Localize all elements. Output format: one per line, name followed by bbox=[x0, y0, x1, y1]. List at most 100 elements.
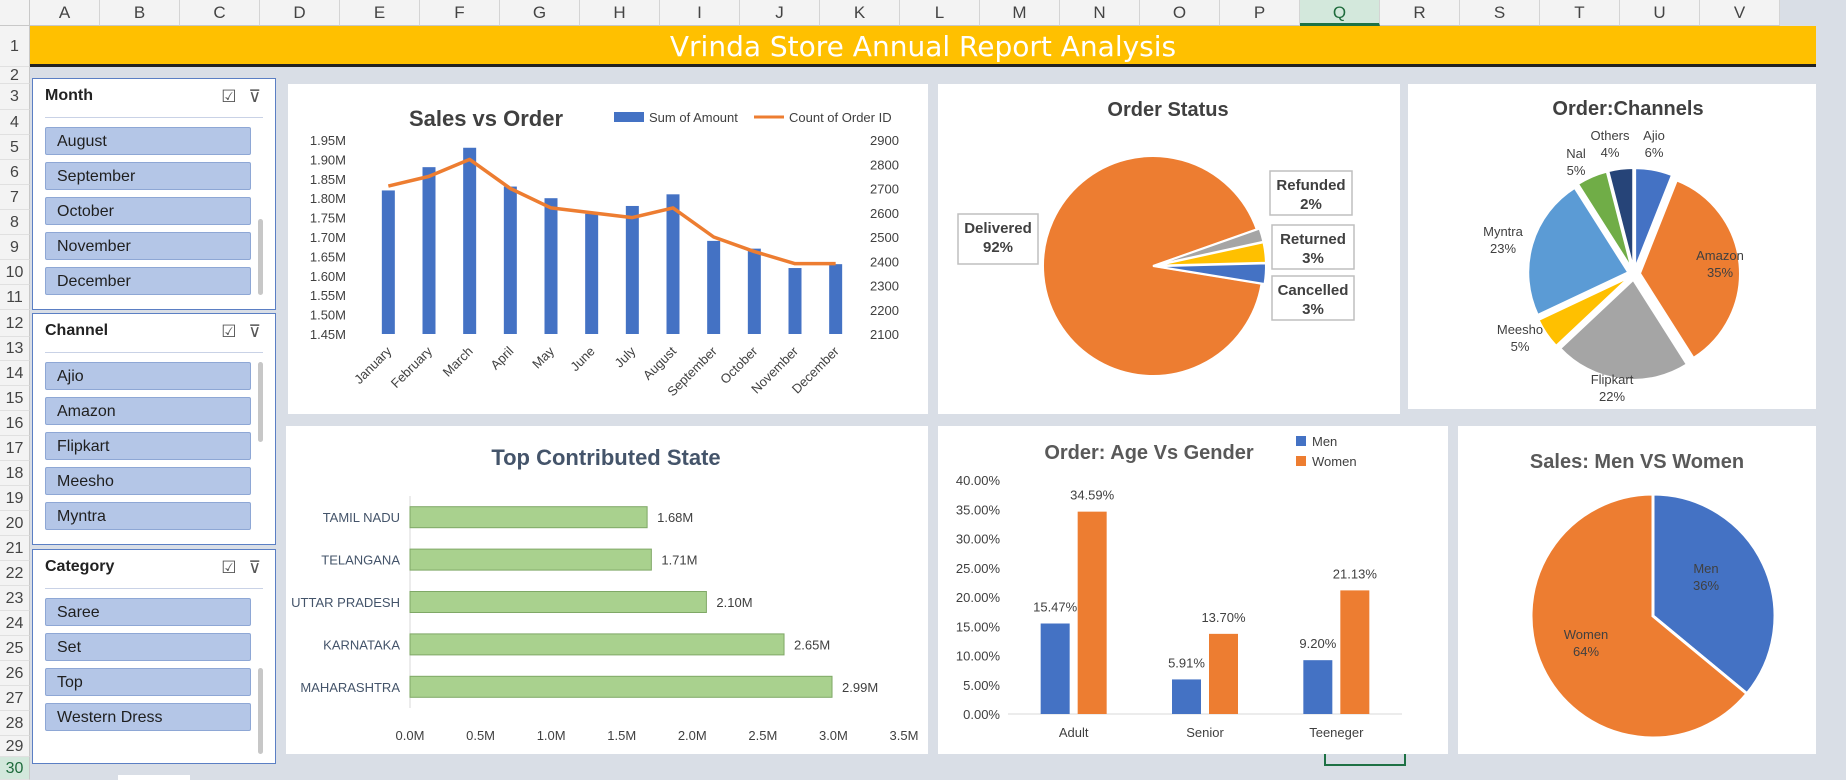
slicer-item[interactable]: October bbox=[45, 197, 251, 225]
callout-value: 3% bbox=[1302, 250, 1324, 267]
row-header[interactable]: 27 bbox=[0, 686, 30, 711]
row-header[interactable]: 2 bbox=[0, 67, 30, 84]
row-header[interactable]: 20 bbox=[0, 511, 30, 536]
slicer-scrollbar[interactable] bbox=[258, 668, 263, 754]
y-tick-label: 1.80M bbox=[310, 191, 346, 206]
column-header[interactable]: L bbox=[900, 0, 980, 26]
clear-filter-icon[interactable]: ⊽ bbox=[248, 322, 261, 341]
row-header[interactable]: 9 bbox=[0, 235, 30, 260]
column-header[interactable]: O bbox=[1140, 0, 1220, 26]
row-header[interactable]: 12 bbox=[0, 310, 30, 337]
row-header[interactable]: 4 bbox=[0, 110, 30, 135]
row-header[interactable]: 14 bbox=[0, 361, 30, 386]
row-header[interactable]: 11 bbox=[0, 285, 30, 310]
column-header[interactable]: D bbox=[260, 0, 340, 26]
column-header[interactable]: T bbox=[1540, 0, 1620, 26]
row-header[interactable]: 30 bbox=[0, 757, 30, 780]
column-header[interactable]: C bbox=[180, 0, 260, 26]
slicer-item[interactable]: December bbox=[45, 267, 251, 295]
select-all-corner[interactable] bbox=[0, 0, 30, 26]
multi-select-icon[interactable]: ☑ bbox=[221, 322, 237, 341]
row-header[interactable]: 7 bbox=[0, 185, 30, 210]
column-header[interactable]: Q bbox=[1300, 0, 1380, 26]
column-header[interactable]: U bbox=[1620, 0, 1700, 26]
month-slicer[interactable]: Month ☑ ⊽ August September October Novemb… bbox=[32, 78, 276, 310]
slicer-item[interactable]: September bbox=[45, 162, 251, 190]
slicer-item[interactable]: November bbox=[45, 232, 251, 260]
slicer-item[interactable]: Set bbox=[45, 633, 251, 661]
row-header[interactable]: 25 bbox=[0, 636, 30, 661]
slicer-item[interactable]: Myntra bbox=[45, 502, 251, 530]
column-header[interactable]: R bbox=[1380, 0, 1460, 26]
row-header[interactable]: 8 bbox=[0, 210, 30, 235]
column-header[interactable]: K bbox=[820, 0, 900, 26]
column-header[interactable]: E bbox=[340, 0, 420, 26]
row-header[interactable]: 15 bbox=[0, 386, 30, 411]
bar bbox=[585, 213, 599, 334]
column-header[interactable]: F bbox=[420, 0, 500, 26]
top-contributed-state-chart[interactable]: Top Contributed State 0.0M 0.5M 1.0M 1.5M 2.0… bbox=[286, 426, 928, 754]
column-header[interactable]: P bbox=[1220, 0, 1300, 26]
legend-swatch bbox=[1296, 456, 1306, 466]
row-header[interactable]: 19 bbox=[0, 486, 30, 511]
row-header[interactable]: 3 bbox=[0, 84, 30, 110]
slicer-item[interactable]: Ajio bbox=[45, 362, 251, 390]
y-tick-label: 1.45M bbox=[310, 327, 346, 342]
slicer-item[interactable]: Western Dress bbox=[45, 703, 251, 731]
slicer-scrollbar[interactable] bbox=[258, 362, 263, 442]
column-header[interactable]: V bbox=[1700, 0, 1780, 26]
row-header[interactable]: 21 bbox=[0, 536, 30, 561]
column-header[interactable]: B bbox=[100, 0, 180, 26]
multi-select-icon[interactable]: ☑ bbox=[221, 87, 237, 106]
slice-label: Men bbox=[1693, 561, 1718, 576]
row-header[interactable]: 28 bbox=[0, 711, 30, 736]
slicer-scrollbar[interactable] bbox=[258, 219, 263, 295]
channel-slicer[interactable]: Channel ☑ ⊽ Ajio Amazon Flipkart Meesho M… bbox=[32, 313, 276, 545]
order-status-chart[interactable]: Order Status Delivered 92% Refunded 2% Return… bbox=[938, 84, 1400, 414]
column-header[interactable]: G bbox=[500, 0, 580, 26]
row-header[interactable]: 5 bbox=[0, 135, 30, 160]
bar bbox=[666, 194, 680, 334]
row-header[interactable]: 13 bbox=[0, 337, 30, 361]
slicer-item[interactable]: Top bbox=[45, 668, 251, 696]
sheet-tab[interactable] bbox=[118, 775, 190, 780]
column-header[interactable]: S bbox=[1460, 0, 1540, 26]
selected-cell[interactable] bbox=[1324, 754, 1406, 766]
slicer-item[interactable]: Saree bbox=[45, 598, 251, 626]
order-channels-chart[interactable]: Order:Channels Ajio 6% Amazon 35% Flipkart 22%… bbox=[1408, 84, 1816, 409]
category-slicer[interactable]: Category ☑ ⊽ Saree Set Top Western Dress bbox=[32, 549, 276, 764]
y-tick-label: 35.00% bbox=[956, 502, 1001, 517]
row-header[interactable]: 16 bbox=[0, 411, 30, 436]
y-tick-label: 1.85M bbox=[310, 172, 346, 187]
column-header[interactable]: M bbox=[980, 0, 1060, 26]
slicer-item[interactable]: Amazon bbox=[45, 397, 251, 425]
sales-vs-order-chart[interactable]: Sales vs Order Sum of Amount Count of Orde… bbox=[288, 84, 928, 414]
row-header[interactable]: 22 bbox=[0, 561, 30, 586]
row-header[interactable]: 1 bbox=[0, 26, 30, 67]
slicer-item[interactable]: Flipkart bbox=[45, 432, 251, 460]
sales-men-vs-women-chart[interactable]: Sales: Men VS Women Men 36% Women 64% bbox=[1458, 426, 1816, 754]
row-header[interactable]: 29 bbox=[0, 736, 30, 757]
slicer-title: Month bbox=[45, 87, 93, 104]
row-header[interactable]: 18 bbox=[0, 461, 30, 486]
row-header[interactable]: 24 bbox=[0, 611, 30, 636]
slicer-item[interactable]: Meesho bbox=[45, 467, 251, 495]
row-header[interactable]: 26 bbox=[0, 661, 30, 686]
callout-label: Refunded bbox=[1276, 177, 1345, 194]
y2-tick-label: 2700 bbox=[870, 182, 899, 197]
order-age-vs-gender-chart[interactable]: Order: Age Vs Gender Men Women 0.00% 5.00% 10… bbox=[938, 426, 1448, 754]
row-header[interactable]: 6 bbox=[0, 160, 30, 185]
slicer-title: Channel bbox=[45, 322, 109, 339]
clear-filter-icon[interactable]: ⊽ bbox=[248, 87, 261, 106]
column-header[interactable]: A bbox=[30, 0, 100, 26]
row-header[interactable]: 10 bbox=[0, 260, 30, 285]
row-header[interactable]: 23 bbox=[0, 586, 30, 611]
column-header[interactable]: H bbox=[580, 0, 660, 26]
column-header[interactable]: J bbox=[740, 0, 820, 26]
clear-filter-icon[interactable]: ⊽ bbox=[248, 558, 261, 577]
column-header[interactable]: N bbox=[1060, 0, 1140, 26]
column-header[interactable]: I bbox=[660, 0, 740, 26]
row-header[interactable]: 17 bbox=[0, 436, 30, 461]
slicer-item[interactable]: August bbox=[45, 127, 251, 155]
multi-select-icon[interactable]: ☑ bbox=[221, 558, 237, 577]
